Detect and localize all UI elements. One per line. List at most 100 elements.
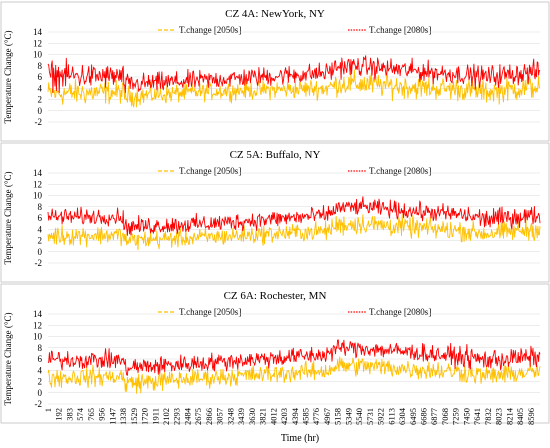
y-tick-label: -2 xyxy=(35,399,43,409)
x-tick-label: 6113 xyxy=(386,408,396,425)
x-tick-label: 3630 xyxy=(247,408,257,425)
x-tick-label: 8214 xyxy=(504,407,514,425)
y-tick-label: 10 xyxy=(33,332,43,342)
x-tick-label: 765 xyxy=(86,408,96,421)
panels: CZ 4A: NewYork, NY T.change [2050s] T.chan… xyxy=(0,1,550,424)
x-tick-label: 1338 xyxy=(118,408,128,425)
series-2050s-line xyxy=(47,356,541,394)
x-tick-label: 5731 xyxy=(365,408,375,425)
x-axis-ticks: 1 192 383 574 765 956 1147 1338 1529 1720 1911 2102… xyxy=(43,407,536,425)
chart-panel: CZ 5A: Buffalo, NY T.change [2050s] T.chan… xyxy=(0,142,550,283)
x-tick-label: 4012 xyxy=(268,408,278,425)
x-tick-label: 1147 xyxy=(107,408,117,425)
x-tick-label: 3057 xyxy=(215,408,225,425)
x-tick-label: 6686 xyxy=(419,408,429,425)
panel-border xyxy=(0,283,550,424)
x-tick-label: 4776 xyxy=(311,408,321,425)
x-tick-label: 1529 xyxy=(129,408,139,425)
x-tick-label: 7068 xyxy=(440,408,450,425)
y-tick-label: 0 xyxy=(38,388,43,398)
x-tick-label: 8023 xyxy=(494,408,504,425)
series-2080s-line xyxy=(47,196,541,236)
x-tick-label: 6495 xyxy=(408,408,418,425)
y-tick-label: 10 xyxy=(33,50,43,60)
legend-label: T.change [2050s] xyxy=(179,25,241,35)
y-tick-label: 10 xyxy=(33,191,43,201)
y-tick-label: -2 xyxy=(35,117,43,127)
y-tick-label: 6 xyxy=(38,354,43,364)
chart-title: CZ 4A: NewYork, NY xyxy=(225,8,325,20)
x-tick-label: 2293 xyxy=(172,408,182,425)
y-tick-label: 2 xyxy=(38,377,43,387)
x-tick-label: 2102 xyxy=(161,408,171,425)
chart-title: CZ 6A: Rochester, MN xyxy=(224,290,327,302)
x-tick-label: 3439 xyxy=(236,408,246,425)
panel-border xyxy=(0,142,550,283)
x-tick-label: 3821 xyxy=(258,408,268,425)
x-tick-label: 2484 xyxy=(183,407,193,425)
legend-label: T.change [2080s] xyxy=(369,166,431,176)
x-tick-label: 4967 xyxy=(322,408,332,425)
x-tick-label: 4394 xyxy=(290,407,300,425)
x-tick-label: 2675 xyxy=(193,408,203,425)
y-tick-label: 14 xyxy=(33,27,43,37)
x-tick-label: 192 xyxy=(54,408,64,421)
x-tick-label: 8405 xyxy=(515,408,525,425)
y-tick-label: 12 xyxy=(33,179,42,189)
x-tick-label: 6877 xyxy=(429,408,439,425)
x-tick-label: 4585 xyxy=(301,408,311,425)
x-tick-label: 6304 xyxy=(397,407,407,425)
y-axis-label: Temperature Change (°C) xyxy=(3,313,13,406)
y-axis-label: Temperature Change (°C) xyxy=(3,172,13,265)
x-tick-label: 1 xyxy=(43,408,53,412)
x-tick-label: 2866 xyxy=(204,408,214,425)
x-tick-label: 5349 xyxy=(343,408,353,425)
x-tick-label: 1911 xyxy=(150,408,160,425)
x-tick-label: 3248 xyxy=(225,408,235,425)
y-tick-label: 8 xyxy=(38,343,43,353)
series-2050s-line xyxy=(47,69,541,108)
chart-panel: CZ 4A: NewYork, NY T.change [2050s] T.chan… xyxy=(0,1,550,142)
series-2080s-line xyxy=(47,55,541,94)
y-tick-label: 12 xyxy=(33,320,42,330)
y-tick-label: 4 xyxy=(38,365,43,375)
y-tick-label: 2 xyxy=(38,95,43,105)
x-tick-label: 5158 xyxy=(333,408,343,425)
x-tick-label: 4203 xyxy=(279,408,289,425)
x-tick-label: 383 xyxy=(65,408,75,421)
chart-panel: CZ 6A: Rochester, MN T.change [2050s] T.ch… xyxy=(0,283,550,424)
x-tick-label: 7832 xyxy=(483,408,493,425)
y-axis-label: Temperature Change (°C) xyxy=(3,31,13,124)
x-tick-label: 5922 xyxy=(376,408,386,425)
series-2050s-line xyxy=(47,214,541,251)
y-tick-label: -2 xyxy=(35,258,43,268)
x-tick-label: 1720 xyxy=(140,408,150,425)
y-tick-label: 12 xyxy=(33,38,42,48)
x-tick-label: 7641 xyxy=(472,408,482,425)
y-tick-label: 14 xyxy=(33,168,43,178)
x-tick-label: 8596 xyxy=(526,408,536,425)
y-tick-label: 6 xyxy=(38,213,43,223)
x-axis-label: Time (hr) xyxy=(281,433,319,444)
legend-label: T.change [2050s] xyxy=(179,307,241,317)
x-tick-label: 7259 xyxy=(451,408,461,425)
x-tick-label: 956 xyxy=(97,408,107,421)
y-tick-label: 0 xyxy=(38,106,43,116)
x-tick-label: 7450 xyxy=(461,408,471,425)
y-tick-label: 14 xyxy=(33,309,43,319)
chart-title: CZ 5A: Buffalo, NY xyxy=(230,149,321,161)
series-2080s-line xyxy=(47,339,541,376)
y-tick-label: 4 xyxy=(38,224,43,234)
y-tick-label: 4 xyxy=(38,83,43,93)
x-tick-label: 5540 xyxy=(354,408,364,425)
legend-label: T.change [2050s] xyxy=(179,166,241,176)
legend-label: T.change [2080s] xyxy=(369,25,431,35)
y-tick-label: 2 xyxy=(38,236,43,246)
y-tick-label: 8 xyxy=(38,61,43,71)
y-tick-label: 6 xyxy=(38,72,43,82)
legend-label: T.change [2080s] xyxy=(369,307,431,317)
y-tick-label: 0 xyxy=(38,247,43,257)
x-tick-label: 574 xyxy=(75,407,85,421)
y-tick-label: 8 xyxy=(38,202,43,212)
